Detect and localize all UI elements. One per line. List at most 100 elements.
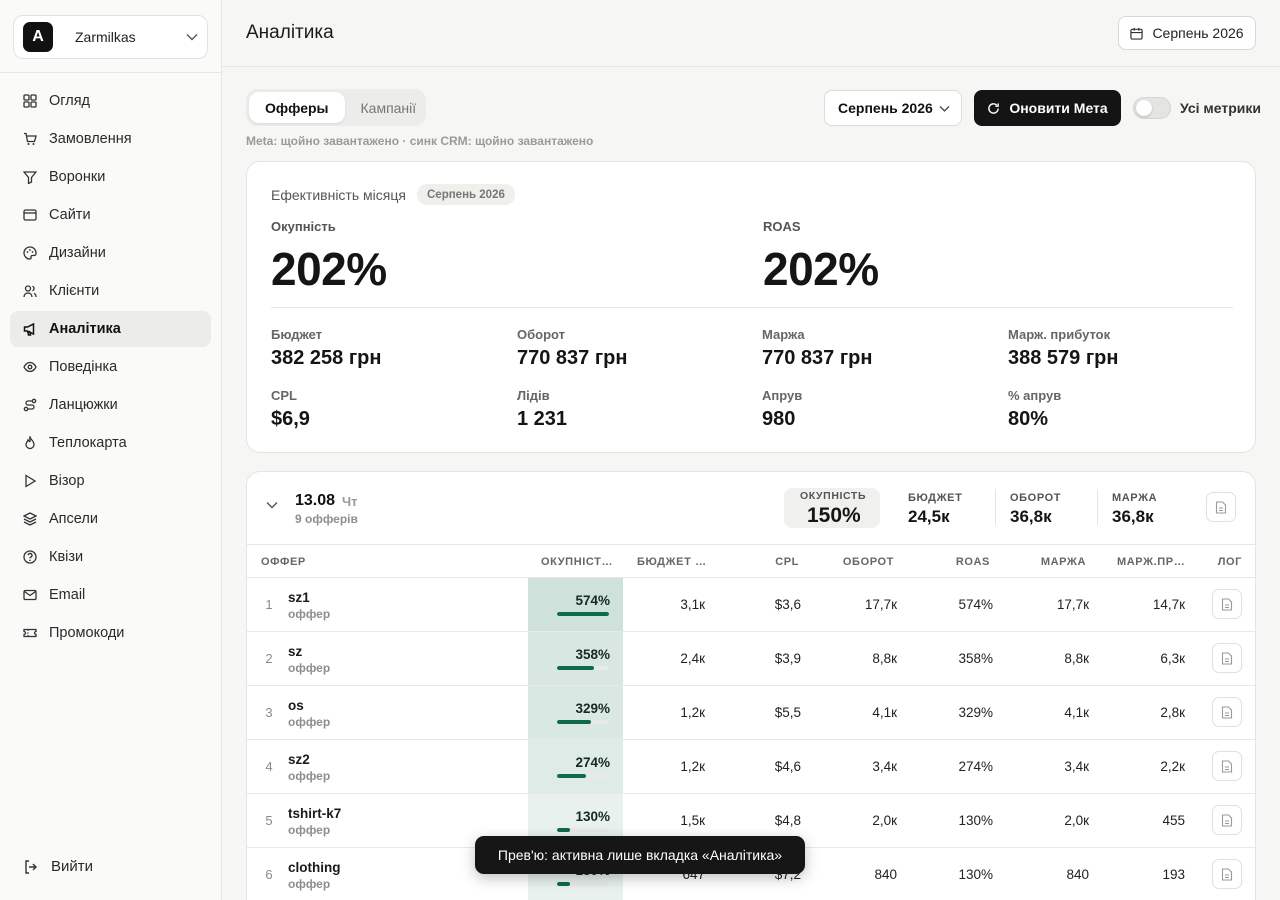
cell-cpl: $4,6 [774, 759, 801, 774]
sidebar-item[interactable]: Воронки [10, 159, 211, 195]
cell-turnover: 840 [874, 867, 897, 882]
summary-month-badge: Серпень 2026 [417, 184, 515, 205]
payback-value: 574% [575, 593, 610, 608]
col-turnover[interactable]: ОБОРОТ [842, 556, 894, 568]
sidebar-item[interactable]: Промокоди [10, 615, 211, 651]
col-roas[interactable]: ROAS [955, 556, 990, 568]
document-icon [1221, 597, 1233, 611]
question-icon [23, 550, 37, 564]
document-icon [1221, 651, 1233, 665]
all-metrics-toggle[interactable] [1133, 97, 1171, 119]
sidebar-item[interactable]: Квізи [10, 539, 211, 575]
payback-bar [557, 612, 609, 616]
metric-value: $6,9 [271, 408, 310, 430]
sidebar-item[interactable]: Теплокарта [10, 425, 211, 461]
month-select[interactable]: Серпень 2026 [824, 90, 962, 126]
sidebar-item[interactable]: Email [10, 577, 211, 613]
payback-value: 329% [575, 701, 610, 716]
date-button[interactable]: Серпень 2026 [1118, 16, 1256, 50]
cell-budget: 3,1к [680, 597, 705, 612]
document-icon [1221, 759, 1233, 773]
tab-campaigns[interactable]: Кампанії [360, 99, 417, 116]
funnel-icon [23, 170, 37, 184]
sidebar-item[interactable]: Поведінка [10, 349, 211, 385]
workspace-name: Zarmilkas [75, 29, 136, 45]
day-weekday: Чт [342, 494, 358, 509]
page-title: Аналітика [246, 22, 334, 43]
col-budget[interactable]: БЮДЖЕТ … [637, 556, 707, 568]
offer-type: оффер [288, 715, 331, 729]
col-offer[interactable]: ОФФЕР [261, 556, 306, 568]
table-row[interactable]: 3 os оффер 329% 1,2к $5,5 4,1к 329% 4,1к 2,8к [247, 686, 1255, 740]
cell-cpl: $3,9 [774, 651, 801, 666]
chevron-down-icon[interactable] [266, 501, 278, 509]
table-row[interactable]: 1 sz1 оффер 574% 3,1к $3,6 17,7к 574% 17,7к 14,7к [247, 578, 1255, 632]
sidebar-item-label: Замовлення [49, 131, 132, 147]
row-log-button[interactable] [1212, 643, 1242, 673]
metric-value: 770 837 грн [517, 347, 628, 369]
sidebar-item[interactable]: Замовлення [10, 121, 211, 157]
cell-turnover: 2,0к [872, 813, 897, 828]
metric-label: Апрув [762, 388, 803, 403]
row-log-button[interactable] [1212, 805, 1242, 835]
cell-turnover: 8,8к [872, 651, 897, 666]
row-index: 2 [265, 651, 273, 666]
col-profit[interactable]: МАРЖ.ПР… [1117, 556, 1186, 568]
ticket-icon [23, 626, 37, 640]
mail-icon [23, 588, 37, 602]
payback-value: 274% [575, 755, 610, 770]
sidebar-item-label: Квізи [49, 549, 84, 565]
payback-label: Окупність [271, 219, 336, 234]
cell-turnover: 4,1к [872, 705, 897, 720]
megaphone-icon [23, 322, 37, 336]
refresh-meta-label: Оновити Мета [1009, 100, 1108, 116]
sidebar-item-label: Ланцюжки [49, 397, 118, 413]
tab-offers[interactable]: Офферы [249, 92, 345, 123]
sidebar-item-label: Промокоди [49, 625, 125, 641]
sidebar-item[interactable]: Клієнти [10, 273, 211, 309]
sidebar-item-label: Поведінка [49, 359, 118, 375]
cell-turnover: 17,7к [864, 597, 897, 612]
document-icon [1221, 813, 1233, 827]
summary-title: Ефективність місяця [271, 187, 406, 203]
col-margin[interactable]: МАРЖА [1040, 556, 1086, 568]
row-log-button[interactable] [1212, 751, 1242, 781]
flame-icon [23, 436, 37, 450]
sidebar: A Zarmilkas Огляд Замовлення Воронки Сайти Д… [0, 0, 222, 900]
col-log[interactable]: ЛОГ [1217, 556, 1242, 568]
sidebar-item[interactable]: Візор [10, 463, 211, 499]
row-index: 5 [265, 813, 273, 828]
sidebar-item[interactable]: Огляд [10, 83, 211, 119]
sidebar-item[interactable]: Сайти [10, 197, 211, 233]
offer-type: оффер [288, 661, 331, 675]
refresh-icon [988, 102, 1000, 114]
cart-icon [23, 132, 37, 146]
metric-label: CPL [271, 388, 297, 403]
workspace-switcher[interactable]: A Zarmilkas [13, 15, 208, 59]
refresh-meta-button[interactable]: Оновити Мета [974, 90, 1121, 126]
offer-name: os [288, 698, 304, 713]
col-cpl[interactable]: CPL [775, 556, 799, 568]
sidebar-item[interactable]: Апсели [10, 501, 211, 537]
col-payback[interactable]: ОКУПНІСТ… [541, 556, 614, 568]
sidebar-item-label: Аналітика [49, 321, 121, 337]
table-row[interactable]: 4 sz2 оффер 274% 1,2к $4,6 3,4к 274% 3,4к 2,2к [247, 740, 1255, 794]
sidebar-item[interactable]: Ланцюжки [10, 387, 211, 423]
offer-name: tshirt-k7 [288, 806, 342, 821]
offer-name: sz1 [288, 590, 310, 605]
cell-margin: 3,4к [1064, 759, 1089, 774]
day-log-button[interactable] [1206, 492, 1236, 522]
row-log-button[interactable] [1212, 589, 1242, 619]
cell-profit: 14,7к [1152, 597, 1185, 612]
browser-icon [23, 208, 37, 222]
sidebar-item[interactable]: Дизайни [10, 235, 211, 271]
row-log-button[interactable] [1212, 859, 1242, 889]
table-row[interactable]: 2 sz оффер 358% 2,4к $3,9 8,8к 358% 8,8к 6,3к [247, 632, 1255, 686]
row-log-button[interactable] [1212, 697, 1242, 727]
cell-cpl: $4,8 [774, 813, 801, 828]
logout-button[interactable]: Вийти [23, 858, 93, 875]
sidebar-item[interactable]: Аналітика [10, 311, 211, 347]
offer-type: оффер [288, 877, 331, 891]
offer-type: оффер [288, 607, 331, 621]
payback-bar [557, 666, 609, 670]
